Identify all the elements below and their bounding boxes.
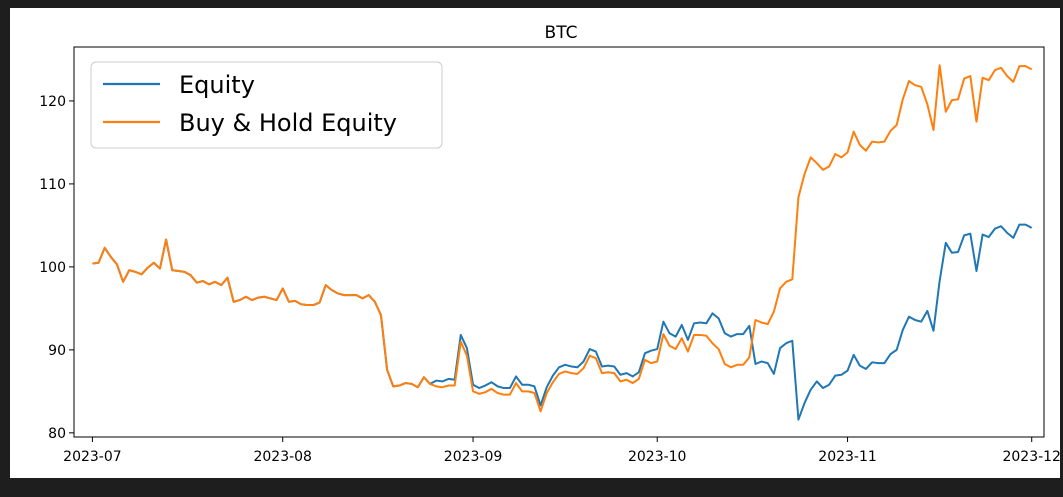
legend-label-buy-hold-equity: Buy & Hold Equity	[179, 109, 397, 137]
legend-label-equity: Equity	[179, 71, 255, 99]
x-tick-label: 2023-08	[253, 449, 312, 465]
x-tick-label: 2023-12	[1002, 449, 1061, 465]
y-tick-label: 80	[48, 426, 66, 442]
y-axis: 80 90 100 110 120	[39, 94, 74, 442]
x-tick-label: 2023-10	[628, 449, 687, 465]
series-line-buy-hold-equity	[92, 64, 1033, 413]
chart-title: BTC	[545, 23, 578, 43]
x-axis: 2023-07 2023-08 2023-09 2023-10 2023-11 2023-…	[63, 437, 1061, 465]
x-tick-label: 2023-09	[444, 449, 503, 465]
y-tick-label: 100	[39, 260, 66, 276]
x-tick-label: 2023-07	[63, 449, 122, 465]
y-tick-label: 120	[39, 94, 66, 110]
y-tick-label: 110	[39, 177, 66, 193]
legend: Equity Buy & Hold Equity	[90, 61, 443, 149]
y-tick-label: 90	[48, 343, 66, 359]
x-tick-label: 2023-11	[818, 449, 877, 465]
legend-box	[90, 61, 443, 149]
series-layer	[92, 64, 1033, 421]
plot-frame	[73, 46, 1045, 438]
